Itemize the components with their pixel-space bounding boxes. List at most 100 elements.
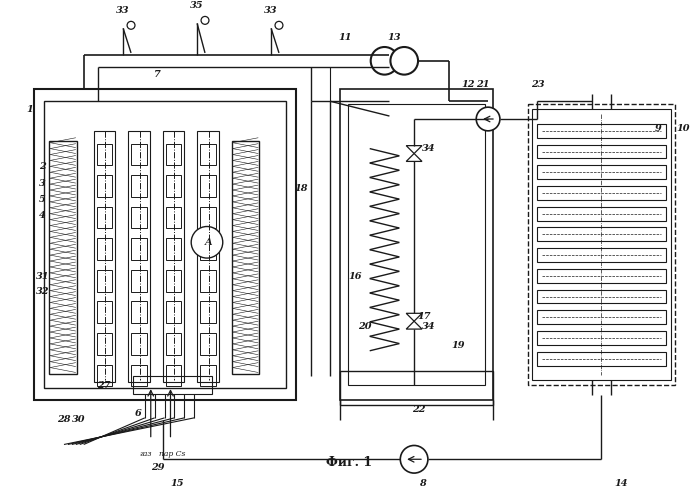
Text: 33: 33 [117, 6, 130, 15]
Text: пар Cs: пар Cs [159, 450, 186, 458]
Text: 10: 10 [677, 124, 690, 133]
Circle shape [401, 446, 428, 473]
Bar [528, 104, 675, 386]
Bar [538, 124, 665, 138]
Circle shape [275, 21, 283, 29]
Polygon shape [406, 145, 422, 154]
Bar [231, 141, 259, 374]
Text: 31: 31 [36, 272, 49, 281]
Text: 13: 13 [388, 33, 401, 41]
Bar [49, 141, 77, 374]
Bar [166, 143, 181, 165]
Text: 35: 35 [190, 1, 204, 10]
Circle shape [391, 47, 418, 75]
Text: 8: 8 [419, 479, 426, 488]
Text: 34: 34 [422, 322, 435, 331]
Text: 14: 14 [614, 479, 628, 488]
Text: Фиг. 1: Фиг. 1 [326, 456, 372, 469]
Bar [96, 238, 113, 260]
Polygon shape [406, 154, 422, 162]
Bar [200, 175, 216, 197]
Bar [538, 165, 665, 179]
Text: 18: 18 [294, 183, 308, 193]
Text: 6: 6 [135, 409, 141, 418]
Bar [131, 143, 147, 165]
Bar [96, 143, 113, 165]
Bar [166, 365, 181, 386]
Bar [96, 270, 113, 292]
Bar [538, 186, 665, 200]
Text: 23: 23 [531, 80, 544, 89]
Bar [200, 238, 216, 260]
Bar [131, 365, 147, 386]
Bar [538, 352, 665, 366]
Bar [200, 143, 216, 165]
Text: 20: 20 [358, 322, 372, 331]
Bar [96, 207, 113, 228]
Bar [44, 101, 286, 388]
Bar [131, 270, 147, 292]
Text: 33: 33 [264, 6, 278, 15]
Bar [538, 310, 665, 324]
Text: 1: 1 [26, 104, 33, 114]
Bar [131, 333, 147, 355]
Bar [163, 131, 185, 382]
Text: 27: 27 [96, 381, 110, 390]
Bar [538, 331, 665, 345]
Text: 4: 4 [39, 211, 45, 220]
Text: 5: 5 [39, 195, 45, 204]
Bar [538, 290, 665, 304]
Bar [166, 175, 181, 197]
Bar [200, 365, 216, 386]
Text: 30: 30 [72, 415, 85, 425]
Text: 22: 22 [412, 406, 426, 414]
Circle shape [192, 226, 223, 258]
Text: 11: 11 [338, 33, 352, 41]
Bar [131, 238, 147, 260]
Bar [131, 175, 147, 197]
Bar [166, 270, 181, 292]
Bar [533, 109, 670, 380]
Circle shape [370, 47, 398, 75]
Bar [538, 207, 665, 221]
Text: газ: газ [140, 450, 152, 458]
Text: 17: 17 [417, 312, 431, 321]
Bar [538, 227, 665, 241]
Bar [128, 131, 150, 382]
Bar [538, 144, 665, 159]
Text: 2: 2 [39, 162, 45, 171]
Text: 3: 3 [39, 179, 45, 187]
Bar [166, 333, 181, 355]
Bar [348, 104, 485, 386]
Bar [166, 207, 181, 228]
Text: 15: 15 [171, 479, 184, 488]
Text: 32: 32 [36, 287, 49, 296]
Bar [166, 302, 181, 323]
Text: A: A [205, 238, 212, 247]
Text: 12: 12 [461, 80, 475, 89]
Polygon shape [406, 321, 422, 329]
Bar [200, 270, 216, 292]
Bar [200, 333, 216, 355]
Text: 21: 21 [477, 80, 490, 89]
Bar [166, 238, 181, 260]
Polygon shape [406, 313, 422, 321]
Bar [131, 302, 147, 323]
Bar [340, 370, 493, 405]
Bar [96, 365, 113, 386]
Bar [96, 175, 113, 197]
Bar [197, 131, 219, 382]
Circle shape [127, 21, 135, 29]
Bar [538, 269, 665, 283]
Bar [131, 207, 147, 228]
Bar [133, 376, 212, 394]
Bar [96, 302, 113, 323]
Text: 28: 28 [57, 415, 71, 425]
Circle shape [476, 107, 500, 131]
Bar [340, 89, 493, 400]
Bar [94, 131, 115, 382]
Text: 34: 34 [422, 144, 435, 153]
Bar [96, 333, 113, 355]
Bar [200, 302, 216, 323]
Bar [34, 89, 296, 400]
